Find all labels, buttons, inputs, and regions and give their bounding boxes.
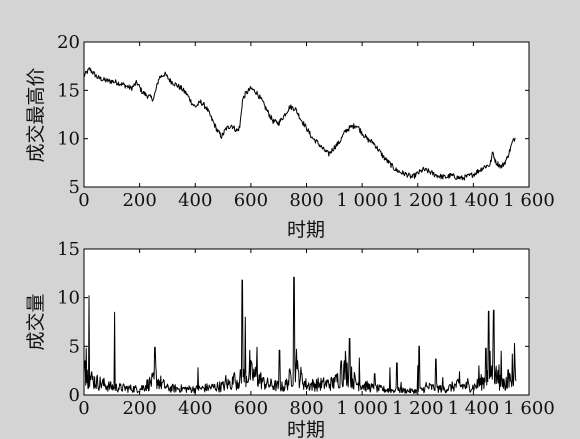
top-chart-panel: 0 200 400 600 800 1 000 1 200 1 400 1 600 5 10 15 20…	[25, 32, 555, 241]
bottom-x-tick-label: 1 400	[448, 398, 500, 419]
top-x-tick-label: 600	[234, 190, 268, 211]
top-x-tick-label: 1 400	[448, 190, 500, 211]
top-x-tick-label: 800	[289, 190, 323, 211]
bottom-y-tick-label: 10	[57, 288, 80, 309]
top-plot-area	[83, 41, 530, 188]
top-axes: 0 200 400 600 800 1 000 1 200 1 400 1 600 5 10 15 20	[57, 32, 555, 211]
top-y-tick-label: 15	[57, 80, 80, 101]
bottom-x-tick-label: 800	[289, 398, 323, 419]
top-x-tick-label: 200	[122, 190, 156, 211]
top-x-tick-label: 1 000	[336, 190, 388, 211]
bottom-x-tick-label: 400	[178, 398, 212, 419]
top-y-tick-label: 5	[69, 177, 80, 198]
bottom-x-tick-label: 600	[234, 398, 268, 419]
bottom-volume-series-line	[83, 276, 517, 395]
top-x-tick-label: 1 200	[392, 190, 444, 211]
bottom-y-tick-label: 5	[69, 336, 80, 357]
bottom-plot-area	[83, 248, 530, 396]
bottom-x-tick-label: 1 200	[392, 398, 444, 419]
bottom-x-tick-label: 1 600	[503, 398, 555, 419]
top-y-axis-label: 成交最高价	[25, 67, 47, 162]
top-x-tick-label: 400	[178, 190, 212, 211]
top-y-tick-label: 20	[57, 32, 80, 53]
top-plot-marks	[83, 67, 516, 181]
bottom-chart-panel: 0 200 400 600 800 1 000 1 200 1 400 1 600051015 …	[25, 239, 555, 439]
bottom-axes: 0 200 400 600 800 1 000 1 200 1 400 1 600 0 5 10 15	[57, 239, 555, 419]
top-x-tick-label: 0	[78, 190, 89, 211]
bottom-y-tick-label: 0	[69, 385, 80, 406]
top-x-tick-label: 1 600	[503, 190, 555, 211]
bottom-x-tick-label: 0	[78, 398, 89, 419]
bottom-x-tick-label: 1 000	[336, 398, 388, 419]
top-x-axis-label: 时期	[287, 219, 325, 241]
top-y-tick-label: 10	[57, 129, 80, 150]
bottom-x-tick-label: 200	[122, 398, 156, 419]
bottom-plot-marks	[83, 276, 517, 395]
bottom-y-tick-label: 15	[57, 239, 80, 260]
top-price-series-line	[83, 67, 516, 181]
bottom-y-axis-label: 成交量	[25, 293, 47, 350]
bottom-x-axis-label: 时期	[287, 419, 325, 439]
